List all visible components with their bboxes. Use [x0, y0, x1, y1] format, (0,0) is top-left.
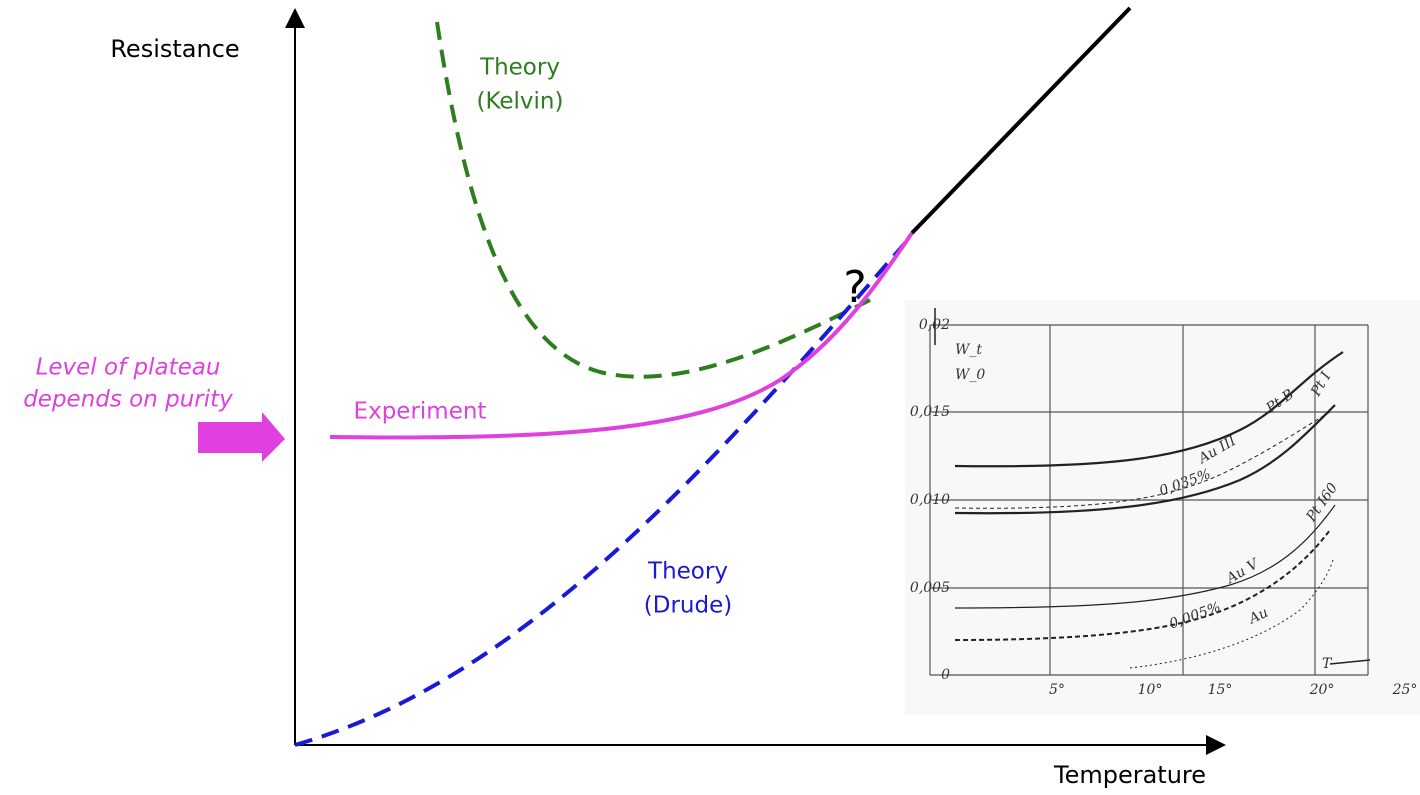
y-axis-label: Resistance [110, 35, 239, 63]
inset-y-tick: 0,010 [910, 492, 950, 508]
inset-x-tick: 20° [1309, 682, 1335, 698]
x-axis-label: Temperature [1053, 761, 1206, 789]
inset-x-tick: 10° [1138, 682, 1163, 698]
classical-line [912, 8, 1130, 233]
inset [905, 300, 1420, 715]
inset-x-tick: 15° [1208, 682, 1233, 698]
inset-y-tick: 0,005 [910, 580, 950, 596]
inset-background [905, 300, 1420, 715]
kelvin-label: Theory [479, 55, 560, 81]
inset-x-tick: 5° [1049, 682, 1065, 698]
inset-y-tick: 0,015 [910, 404, 950, 420]
drude-label: Theory [647, 559, 728, 585]
page: {"axes": {"y_label": "Resistance", "x_la… [0, 0, 1420, 795]
inset-y-label: W_0 [955, 367, 985, 383]
annotation: Level of plateau [36, 355, 221, 381]
annotation: depends on purity [23, 387, 233, 413]
inset-y-label: W_t [955, 342, 982, 358]
annotation-arrow [198, 412, 285, 462]
inset-x-tick: 25° [1392, 682, 1418, 698]
experiment-label: Experiment [354, 399, 487, 425]
drude-curve [295, 235, 912, 745]
question-mark: ? [843, 262, 866, 313]
kelvin-label: (Kelvin) [476, 89, 563, 115]
diagram: Resistance Temperature Theory (Kelvin) T… [0, 0, 1420, 795]
inset-y-tick: 0,02 [919, 317, 950, 333]
drude-label: (Drude) [644, 593, 732, 619]
inset-y-tick: 0 [941, 667, 950, 683]
